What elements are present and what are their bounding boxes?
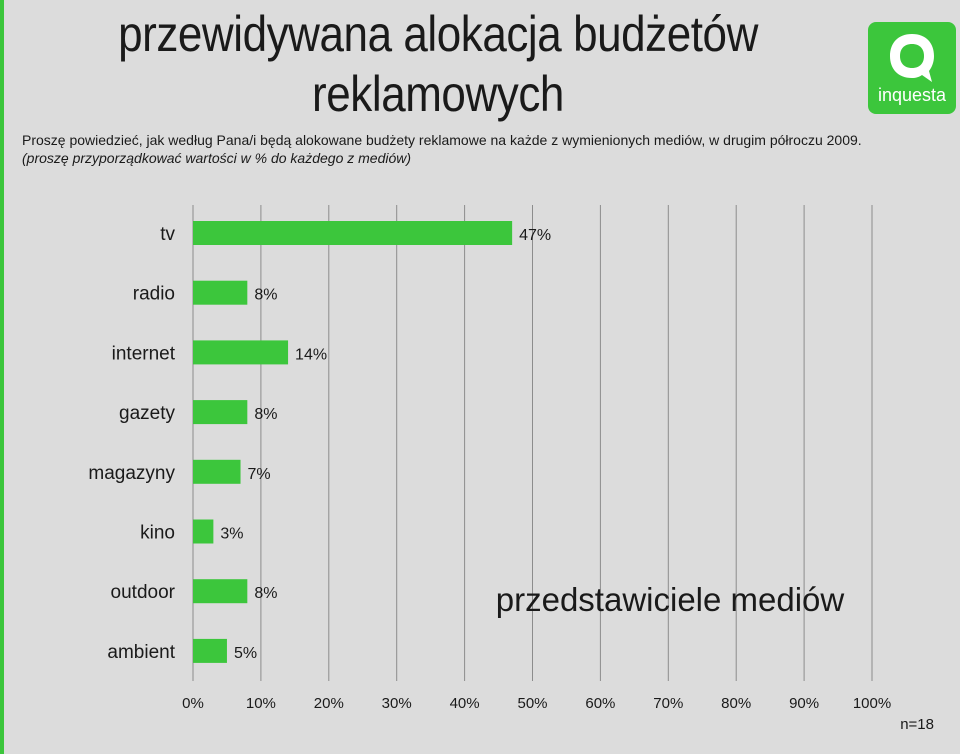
- bar-outdoor: [193, 579, 248, 604]
- value-label: 8%: [254, 406, 277, 423]
- inquesta-logo: inquesta: [868, 22, 956, 114]
- left-accent-bar: [0, 0, 4, 754]
- bar-ambient: [193, 638, 227, 663]
- bar-gazety: [193, 400, 248, 425]
- logo-text: inquesta: [878, 85, 947, 105]
- x-tick-label: 20%: [314, 695, 344, 712]
- value-label: 8%: [254, 287, 277, 304]
- value-label: 3%: [220, 526, 243, 543]
- speech-bubble-inner: [900, 44, 924, 68]
- category-label: outdoor: [111, 582, 176, 603]
- x-tick-label: 70%: [653, 695, 683, 712]
- value-label: 7%: [248, 466, 271, 483]
- category-label: kino: [140, 523, 175, 544]
- bar-magazyny: [193, 459, 241, 484]
- category-label: internet: [112, 343, 176, 364]
- page-title-line-1: przewidywana alokacja budżetów: [118, 6, 758, 62]
- category-label: ambient: [107, 642, 175, 663]
- bar-radio: [193, 280, 248, 305]
- x-tick-label: 0%: [182, 695, 204, 712]
- value-label: 14%: [295, 346, 327, 363]
- x-tick-label: 10%: [246, 695, 276, 712]
- page-title: przewidywana alokacja budżetów reklamowy…: [53, 4, 824, 124]
- bar-tv: [193, 221, 513, 245]
- page-title-line-2: reklamowych: [312, 66, 564, 122]
- value-label: 5%: [234, 645, 257, 662]
- survey-question: Proszę powiedzieć, jak według Pana/i będ…: [22, 132, 862, 148]
- survey-instruction: (proszę przyporządkować wartości w % do …: [22, 150, 412, 166]
- value-label: 47%: [519, 227, 551, 244]
- x-tick-label: 30%: [382, 695, 412, 712]
- category-label: tv: [160, 224, 175, 245]
- chart-bars: [193, 221, 513, 663]
- x-tick-label: 80%: [721, 695, 751, 712]
- category-label: radio: [133, 284, 175, 305]
- x-tick-label: 100%: [853, 695, 891, 712]
- bar-kino: [193, 519, 214, 544]
- value-label: 8%: [254, 585, 277, 602]
- x-tick-label: 40%: [450, 695, 480, 712]
- x-tick-label: 90%: [789, 695, 819, 712]
- chart-labels: tv 47% radio 8% internet 14% gazety 8% magazyny 7…: [88, 224, 551, 663]
- chart-x-ticks: 0% 10% 20% 30% 40% 50% 60% 70% 80% 90% 100%: [182, 695, 891, 712]
- chart-annotation: przedstawiciele mediów: [496, 581, 845, 618]
- category-label: gazety: [119, 403, 175, 424]
- x-tick-label: 50%: [517, 695, 547, 712]
- bar-internet: [193, 340, 289, 365]
- category-label: magazyny: [88, 463, 175, 484]
- x-tick-label: 60%: [585, 695, 615, 712]
- sample-size-label: n=18: [900, 716, 934, 733]
